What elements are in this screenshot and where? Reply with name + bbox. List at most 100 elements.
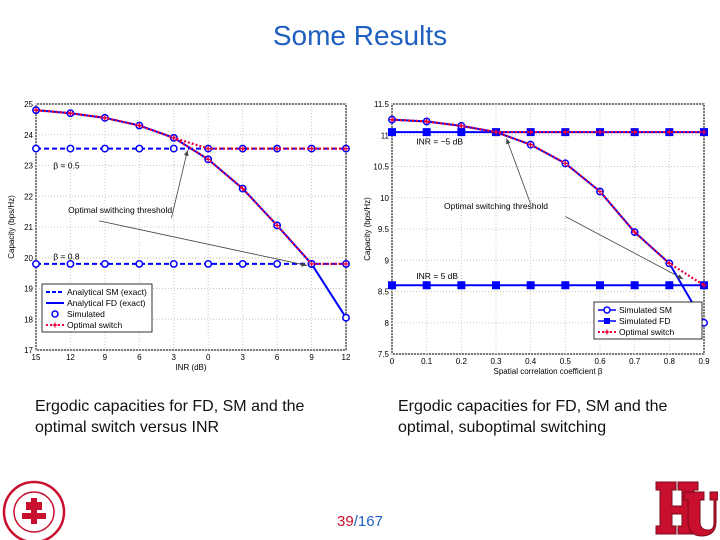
data-point <box>204 259 213 268</box>
caption-right: Ergodic capacities for FD, SM and the op… <box>398 398 668 436</box>
data-point <box>309 261 315 267</box>
legend-label: Analytical FD (exact) <box>67 298 146 308</box>
data-point <box>238 259 247 268</box>
legend-marker <box>604 318 610 324</box>
data-point <box>66 259 75 268</box>
data-point <box>205 156 211 162</box>
page-separator: / <box>353 513 358 530</box>
x-tick-label: 0.5 <box>560 357 572 366</box>
y-tick-label: 7.5 <box>378 350 390 359</box>
uh-logo-icon <box>655 481 718 537</box>
x-tick-label: 0.6 <box>594 357 606 366</box>
data-point <box>596 281 604 290</box>
annotation-text: β = 0.5 <box>53 161 80 171</box>
annotation-text: β = 0.8 <box>53 251 80 261</box>
x-tick-label: 15 <box>32 353 41 362</box>
annotation-arrowhead <box>184 150 189 157</box>
annotation-arrow <box>171 150 188 218</box>
data-point <box>102 115 108 121</box>
y-tick-label: 8.5 <box>378 288 390 297</box>
y-tick-label: 21 <box>24 223 33 232</box>
annotation-arrowhead <box>506 138 511 145</box>
x-tick-label: 0.3 <box>490 357 502 366</box>
x-tick-label: 6 <box>137 353 142 362</box>
y-tick-label: 22 <box>24 192 33 201</box>
data-point <box>136 123 142 129</box>
data-point <box>388 281 396 290</box>
x-axis-label: Spatial correlation coefficient β <box>494 367 603 376</box>
chart-capacity-vs-inr: 15 12 9 6 3 0 3 6 9 12 17 18 19 20 21 22 23 24 25 INR (dB) C… <box>7 100 351 372</box>
data-point <box>632 229 638 235</box>
x-tick-label: 9 <box>103 353 108 362</box>
data-point <box>665 281 674 290</box>
data-point <box>422 281 431 290</box>
legend-marker <box>51 310 59 318</box>
x-tick-label: 0.7 <box>629 357 641 366</box>
annotation-arrow <box>565 216 684 280</box>
data-point <box>458 123 464 129</box>
data-point <box>630 281 639 290</box>
data-point <box>343 261 349 267</box>
x-axis-label: INR (dB) <box>175 363 206 372</box>
data-point <box>135 259 144 268</box>
page-number: 39/167 <box>0 513 720 530</box>
annotation-text: INR = 5 dB <box>416 271 458 281</box>
data-point <box>597 189 603 194</box>
data-point <box>424 119 430 124</box>
legend-label: Simulated FD <box>619 316 671 326</box>
data-point <box>273 259 282 268</box>
data-point <box>240 186 246 192</box>
series-line-5 <box>35 109 346 265</box>
data-point <box>169 259 178 268</box>
data-point <box>32 259 40 268</box>
data-point <box>388 128 396 137</box>
peking-university-seal-icon <box>2 480 66 540</box>
slide-title: Some Results <box>272 20 448 51</box>
data-point <box>528 142 534 148</box>
x-tick-label: 12 <box>342 353 351 362</box>
legend-label: Optimal switch <box>619 327 675 337</box>
y-axis-label: Capacity (bps/Hz) <box>363 197 372 261</box>
legend-label: Analytical SM (exact) <box>67 287 147 297</box>
x-tick-label: 3 <box>172 353 177 362</box>
y-tick-label: 10.5 <box>373 163 389 172</box>
data-point <box>135 144 144 153</box>
y-tick-label: 11.5 <box>374 100 390 109</box>
data-point <box>493 129 499 135</box>
annotation-arrowhead <box>301 261 307 267</box>
data-point <box>309 146 315 152</box>
data-point <box>274 222 280 228</box>
x-tick-label: 0.9 <box>698 357 710 366</box>
data-point <box>66 144 75 153</box>
data-point <box>562 129 568 135</box>
data-point <box>528 129 534 135</box>
x-tick-label: 0.8 <box>664 357 676 366</box>
y-tick-label: 19 <box>24 285 33 294</box>
x-tick-label: 0.1 <box>421 357 433 366</box>
page-current: 39 <box>337 513 354 530</box>
series-line-4 <box>391 118 705 287</box>
x-tick-label: 12 <box>66 353 75 362</box>
data-point <box>457 281 466 290</box>
annotation-text: Optimal swithcing threshold <box>68 205 172 215</box>
x-tick-label: 3 <box>240 353 245 362</box>
legend-label: Simulated <box>67 309 105 319</box>
data-point <box>632 129 638 135</box>
data-point <box>561 281 570 290</box>
data-point <box>205 146 211 152</box>
data-point <box>562 160 568 166</box>
legend-label: Simulated SM <box>619 305 672 315</box>
y-tick-label: 23 <box>24 162 33 171</box>
y-tick-label: 24 <box>24 131 33 140</box>
x-tick-label: 6 <box>275 353 280 362</box>
x-tick-label: 0.4 <box>525 357 537 366</box>
annotation-text: Optimal switching threshold <box>444 201 548 211</box>
x-tick-label: 0.2 <box>456 357 468 366</box>
legend-marker <box>604 329 610 335</box>
x-tick-label: 0 <box>206 353 211 362</box>
data-point <box>67 110 73 116</box>
data-point <box>342 313 350 322</box>
data-point <box>666 129 672 135</box>
data-point <box>100 259 109 268</box>
y-tick-label: 18 <box>24 315 33 324</box>
